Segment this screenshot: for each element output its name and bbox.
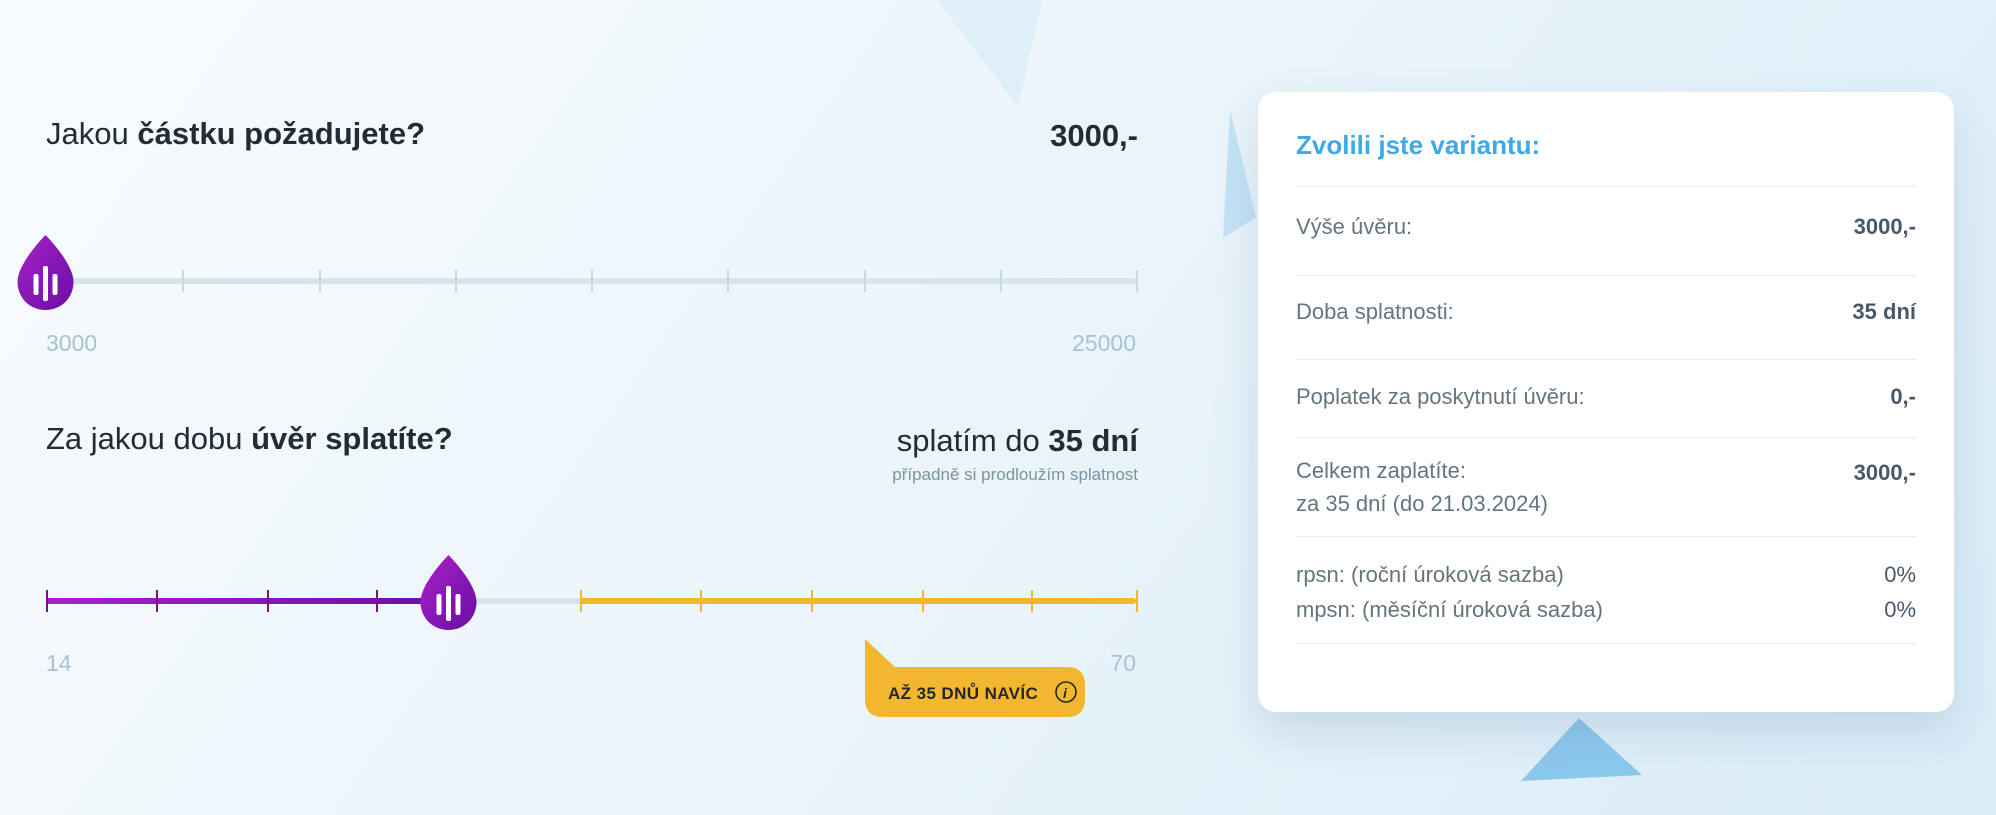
svg-text:AŽ 35 DNŮ NAVÍC: AŽ 35 DNŮ NAVÍC [888,683,1038,703]
